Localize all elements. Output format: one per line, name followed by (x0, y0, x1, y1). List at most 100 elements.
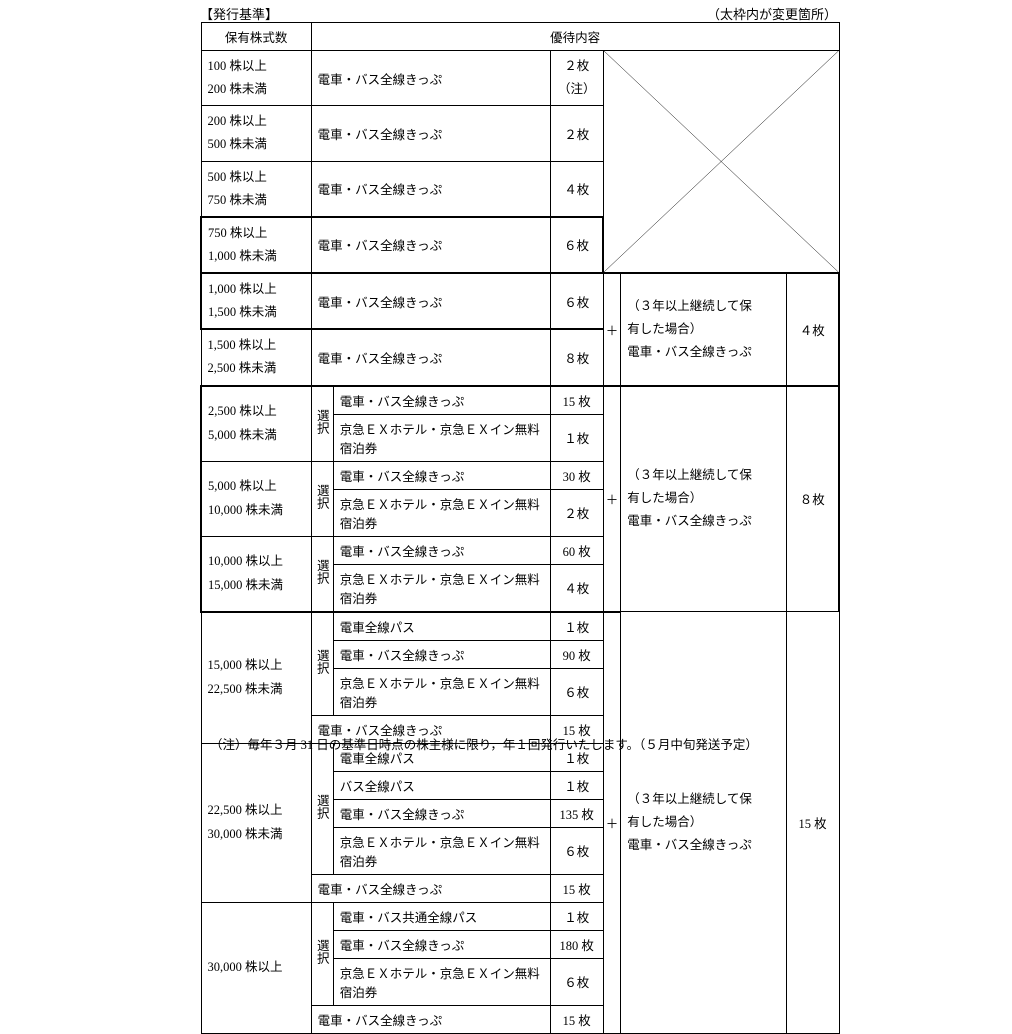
qty: ４枚 (550, 564, 603, 612)
shares-cell: 22,500 株以上 30,000 株未満 (201, 743, 311, 902)
qty: ８枚 (550, 329, 603, 385)
t: 200 株以上 (208, 114, 267, 128)
benefits-table-wrap: 保有株式数 優待内容 100 株以上 200 株未満 電車・バス全線きっぷ ２枚… (200, 22, 840, 1034)
qty: 15 枚 (550, 874, 603, 902)
shares-cell: 5,000 株以上 10,000 株未満 (201, 461, 311, 536)
qty: 135 枚 (550, 799, 603, 827)
shares-cell: 200 株以上 500 株未満 (201, 106, 311, 161)
plus: ＋ (603, 273, 621, 386)
t: 選択 (313, 939, 332, 964)
shares-cell: 750 株以上 1,000 株未満 (201, 217, 311, 273)
desc: 電車・バス全線きっぷ (333, 386, 550, 415)
qty: ２枚 (550, 489, 603, 536)
desc: 電車・バス全線きっぷ (333, 930, 550, 958)
desc: 京急ＥＸホテル・京急ＥＸイン無料宿泊券 (333, 414, 550, 461)
desc: 京急ＥＸホテル・京急ＥＸイン無料宿泊券 (333, 827, 550, 874)
bonus-qty: ８枚 (786, 386, 839, 612)
select-label: 選択 (311, 612, 333, 716)
qty: ６枚 (550, 217, 603, 273)
desc: 電車・バス全線きっぷ (311, 217, 550, 273)
t: 200 株未満 (208, 82, 267, 96)
desc: 電車・バス全線きっぷ (311, 329, 550, 385)
footnote: （注）毎年３月 31 日の基準日時点の株主様に限り，年１回発行いたします。（５月… (210, 734, 758, 753)
qty: 15 枚 (550, 386, 603, 415)
t: 有した場合） (627, 815, 702, 829)
bonus-qty: ４枚 (786, 273, 839, 386)
t: 750 株以上 (208, 226, 267, 240)
desc: バス全線パス (333, 771, 550, 799)
desc: 京急ＥＸホテル・京急ＥＸイン無料宿泊券 (333, 958, 550, 1005)
desc: 電車・バス全線きっぷ (333, 640, 550, 668)
shares-cell: 10,000 株以上 15,000 株未満 (201, 536, 311, 612)
qty: ６枚 (550, 273, 603, 329)
t: 電車・バス全線きっぷ (627, 838, 752, 852)
select-label: 選択 (311, 461, 333, 536)
t: 30,000 株以上 (208, 960, 283, 974)
shares-cell: 100 株以上 200 株未満 (201, 51, 311, 106)
t: 2,500 株未満 (208, 361, 277, 375)
select-label: 選択 (311, 743, 333, 874)
t: 750 株未満 (208, 193, 267, 207)
desc: 電車・バス全線きっぷ (311, 273, 550, 329)
shares-cell: 500 株以上 750 株未満 (201, 161, 311, 217)
t: 10,000 株以上 (208, 554, 283, 568)
shares-cell: 1,500 株以上 2,500 株未満 (201, 329, 311, 385)
t: 30,000 株未満 (208, 827, 283, 841)
qty: １枚 (550, 902, 603, 930)
page: 【発行基準】 （太枠内が変更箇所） 保有株式数 優待内容 100 株以上 200… (0, 0, 1012, 759)
bonus-desc: （３年以上継続して保 有した場合） 電車・バス全線きっぷ (621, 273, 786, 386)
select-label: 選択 (311, 902, 333, 1005)
t: 22,500 株以上 (208, 803, 283, 817)
desc: 電車全線パス (333, 612, 550, 641)
t: 1,000 株未満 (208, 249, 277, 263)
qty: ４枚 (550, 161, 603, 217)
desc: 電車・バス全線きっぷ (333, 799, 550, 827)
t: （３年以上継続して保 (627, 299, 752, 313)
bonus-desc: （３年以上継続して保 有した場合） 電車・バス全線きっぷ (621, 612, 786, 1034)
shares-cell: 15,000 株以上 22,500 株未満 (201, 612, 311, 744)
t: 15,000 株未満 (208, 578, 283, 592)
t: 5,000 株以上 (208, 479, 277, 493)
t: 1,000 株以上 (208, 282, 277, 296)
desc: 電車・バス全線きっぷ (333, 536, 550, 564)
t: 100 株以上 (208, 59, 267, 73)
t: 電車・バス全線きっぷ (627, 514, 752, 528)
qty: 30 枚 (550, 461, 603, 489)
desc: 京急ＥＸホテル・京急ＥＸイン無料宿泊券 (333, 668, 550, 715)
shares-cell: 30,000 株以上 (201, 902, 311, 1033)
t: 電車・バス全線きっぷ (627, 345, 752, 359)
bonus-qty: 15 枚 (786, 612, 839, 1034)
t: ２枚 (564, 59, 589, 73)
desc: 京急ＥＸホテル・京急ＥＸイン無料宿泊券 (333, 564, 550, 612)
t: 10,000 株未満 (208, 503, 283, 517)
t: 選択 (313, 794, 332, 819)
plus: ＋ (603, 612, 621, 1034)
t: 有した場合） (627, 491, 702, 505)
t: 1,500 株未満 (208, 305, 277, 319)
t: 15,000 株以上 (208, 658, 283, 672)
header-right: （太枠内が変更箇所） (707, 4, 837, 23)
qty: 90 枚 (550, 640, 603, 668)
qty: ６枚 (550, 668, 603, 715)
qty: １枚 (550, 414, 603, 461)
t: 5,000 株未満 (208, 428, 277, 442)
desc: 電車・バス全線きっぷ (311, 874, 550, 902)
th-shares: 保有株式数 (201, 23, 311, 51)
bonus-desc: （３年以上継続して保 有した場合） 電車・バス全線きっぷ (621, 386, 786, 612)
header-left: 【発行基準】 (200, 4, 278, 23)
desc: 電車・バス全線きっぷ (311, 51, 550, 106)
qty: ６枚 (550, 958, 603, 1005)
desc: 電車・バス全線きっぷ (311, 161, 550, 217)
benefits-table: 保有株式数 優待内容 100 株以上 200 株未満 電車・バス全線きっぷ ２枚… (200, 22, 840, 1034)
qty: １枚 (550, 771, 603, 799)
desc: 電車・バス共通全線パス (333, 902, 550, 930)
desc: 電車・バス全線きっぷ (333, 461, 550, 489)
select-label: 選択 (311, 386, 333, 462)
t: （注） (558, 82, 596, 96)
shares-cell: 2,500 株以上 5,000 株未満 (201, 386, 311, 462)
t: 2,500 株以上 (208, 404, 277, 418)
select-label: 選択 (311, 536, 333, 612)
qty: ６枚 (550, 827, 603, 874)
t: 500 株以上 (208, 170, 267, 184)
desc: 京急ＥＸホテル・京急ＥＸイン無料宿泊券 (333, 489, 550, 536)
